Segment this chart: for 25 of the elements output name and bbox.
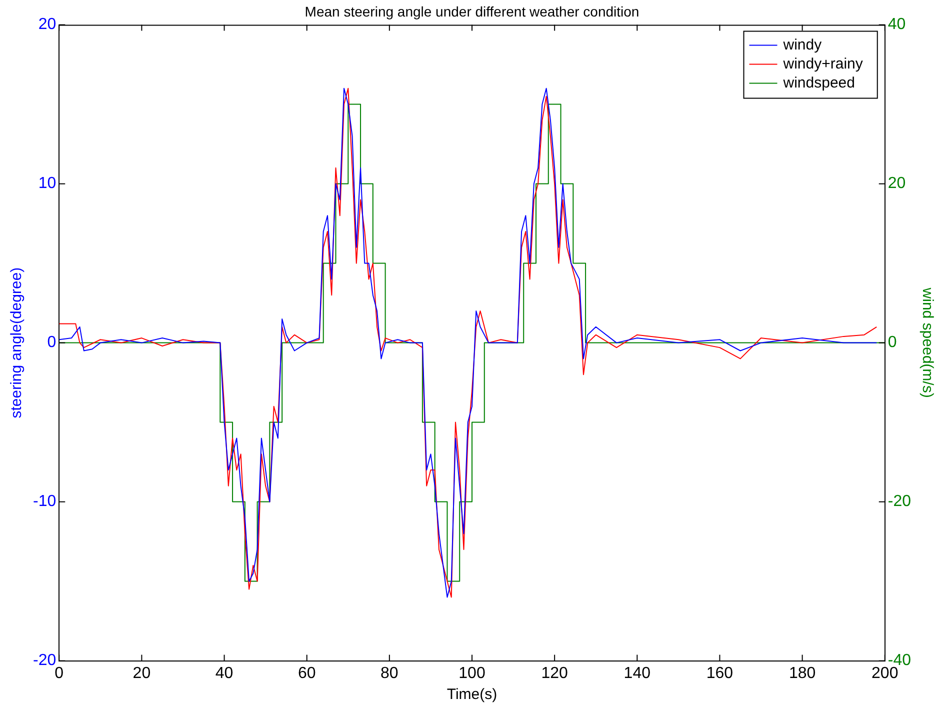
x-tick-label: 20 bbox=[132, 664, 151, 682]
x-tick-label: 160 bbox=[706, 664, 734, 682]
y2-axis-title: wind speed(m/s) bbox=[918, 286, 936, 398]
legend-label: windy+rainy bbox=[782, 55, 864, 72]
y-tick-label: -10 bbox=[33, 493, 56, 510]
y-axis-title: steering angle(degree) bbox=[8, 267, 26, 418]
x-tick-label: 140 bbox=[624, 664, 651, 682]
x-axis-title: Time(s) bbox=[446, 686, 498, 704]
y2-tick-label: 0 bbox=[888, 334, 897, 352]
x-tick-label: 40 bbox=[215, 664, 234, 682]
x-tick-label: 60 bbox=[298, 664, 316, 682]
y-tick-label: 0 bbox=[47, 334, 56, 352]
chart-title: Mean steering angle under different weather condition bbox=[304, 3, 640, 20]
x-tick-label: 100 bbox=[458, 664, 486, 682]
legend-label: windy bbox=[782, 36, 822, 54]
y2-tick-label: 40 bbox=[888, 16, 906, 34]
y-tick-label: 10 bbox=[38, 175, 56, 192]
y2-tick-label: 20 bbox=[888, 175, 906, 192]
x-tick-label: 80 bbox=[380, 664, 398, 682]
y-tick-label: 20 bbox=[38, 16, 56, 34]
y-tick-label: -20 bbox=[33, 652, 56, 670]
x-tick-label: 120 bbox=[541, 664, 568, 682]
legend-label: windspeed bbox=[782, 74, 855, 92]
x-tick-label: 180 bbox=[788, 664, 816, 682]
y2-tick-label: -20 bbox=[888, 493, 912, 510]
